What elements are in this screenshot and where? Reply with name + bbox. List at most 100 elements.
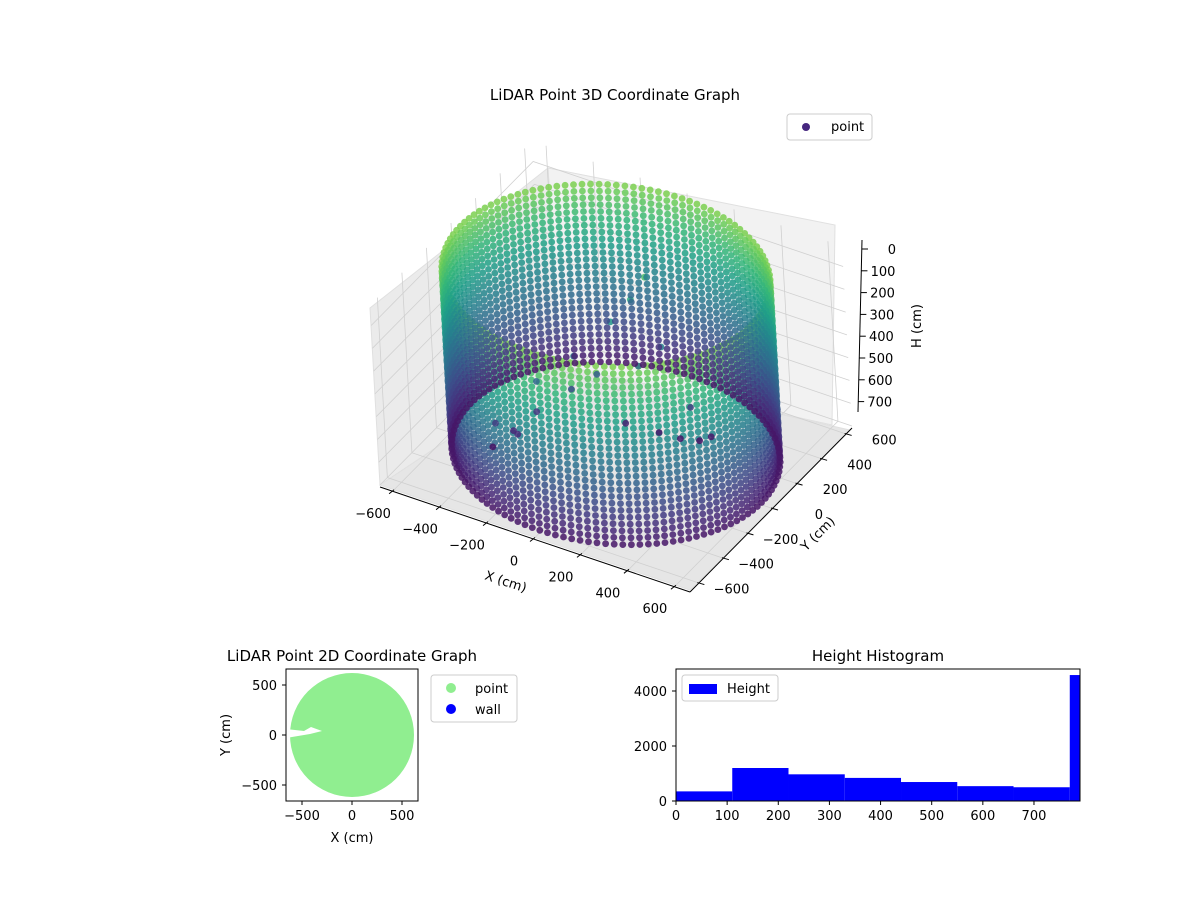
data-point xyxy=(479,375,487,383)
data-point xyxy=(702,237,710,245)
data-point xyxy=(507,193,515,201)
data-point xyxy=(505,291,513,299)
data-point xyxy=(696,462,704,470)
data-point xyxy=(723,381,731,389)
data-point xyxy=(580,215,588,222)
data-point xyxy=(674,247,681,255)
data-point xyxy=(536,385,543,393)
data-point xyxy=(738,358,746,366)
data-point xyxy=(724,296,732,303)
data-point xyxy=(530,346,538,353)
data-point xyxy=(487,463,494,470)
data-point xyxy=(671,427,679,435)
data-point xyxy=(544,315,552,322)
histogram-bar xyxy=(901,782,958,801)
data-point xyxy=(548,231,555,239)
data-point xyxy=(591,262,599,270)
data-point xyxy=(618,363,625,371)
data-point xyxy=(630,190,638,198)
data-point xyxy=(629,411,637,419)
data-point xyxy=(716,371,724,378)
data-point xyxy=(700,405,708,413)
data-point xyxy=(713,393,721,401)
data-point xyxy=(513,302,521,310)
data-point xyxy=(521,313,529,321)
data-point xyxy=(705,299,713,307)
chart-3d: LiDAR Point 3D Coordinate Graph −600−400… xyxy=(355,86,925,617)
data-point xyxy=(666,258,674,266)
data-point xyxy=(715,427,723,435)
data-point xyxy=(646,417,654,424)
data-point xyxy=(597,214,605,222)
data-point xyxy=(664,449,672,456)
data-point xyxy=(688,451,696,458)
data-point xyxy=(641,232,648,240)
data-point xyxy=(485,435,493,443)
data-point xyxy=(599,492,607,500)
data-point xyxy=(578,331,586,339)
data-point xyxy=(616,479,623,487)
data-point xyxy=(684,514,692,522)
data-point xyxy=(576,537,584,544)
data-point xyxy=(493,303,501,311)
data-point xyxy=(518,466,526,474)
data-point xyxy=(644,376,651,383)
data-point xyxy=(722,438,730,446)
data-point xyxy=(714,526,722,533)
data-point xyxy=(749,506,757,514)
data-point xyxy=(469,376,477,383)
data-point xyxy=(682,263,690,271)
data-point xyxy=(712,302,720,310)
data-point xyxy=(497,260,505,267)
data-point xyxy=(483,394,490,402)
data-point xyxy=(503,432,510,440)
data-point xyxy=(703,251,710,259)
data-point xyxy=(564,236,572,244)
data-point xyxy=(527,291,535,299)
data-point xyxy=(660,525,668,533)
data-point xyxy=(608,256,616,264)
data-point xyxy=(637,404,645,411)
data-point xyxy=(589,221,597,229)
data-point xyxy=(689,259,697,267)
data-point xyxy=(622,419,630,427)
data-point xyxy=(675,495,683,503)
data-point xyxy=(620,404,628,412)
data-point xyxy=(659,505,667,512)
data-point xyxy=(662,325,670,332)
data-point xyxy=(575,276,583,284)
data-point xyxy=(574,263,582,270)
data-point xyxy=(708,347,716,355)
data-point xyxy=(599,485,606,493)
data-point xyxy=(718,285,725,293)
data-point xyxy=(562,432,570,440)
data-point xyxy=(642,253,649,261)
data-point xyxy=(664,435,671,443)
data-point xyxy=(684,297,692,305)
data-point xyxy=(483,245,491,253)
data-point xyxy=(487,476,495,484)
data-point xyxy=(512,288,520,296)
data-point xyxy=(619,304,627,312)
data-point xyxy=(516,425,524,433)
data-point xyxy=(631,459,639,466)
data-point xyxy=(700,398,708,406)
data-point xyxy=(653,388,661,396)
data-point xyxy=(562,346,570,354)
data-point xyxy=(655,188,662,196)
data-point xyxy=(496,429,504,437)
data-point xyxy=(486,449,493,457)
data-point xyxy=(737,338,745,345)
histogram-bar xyxy=(844,777,902,801)
data-point xyxy=(595,424,603,431)
data-point xyxy=(713,323,721,330)
data-point xyxy=(624,479,632,487)
data-point xyxy=(702,244,710,252)
data-point xyxy=(495,408,503,416)
data-point xyxy=(696,437,703,445)
data-point xyxy=(587,338,595,345)
data-point xyxy=(554,354,562,362)
data-point xyxy=(622,196,629,204)
data-point xyxy=(725,493,733,500)
data-point xyxy=(658,477,665,485)
